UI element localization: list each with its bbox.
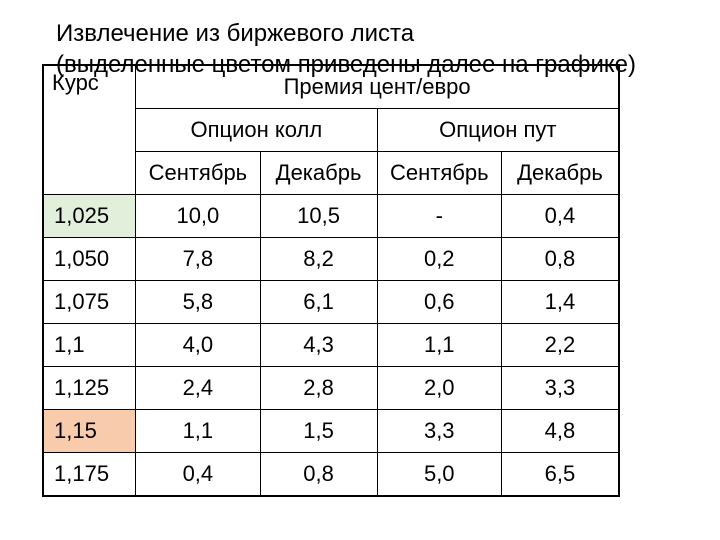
header-call-dec: Декабрь xyxy=(260,152,377,195)
value-cell: - xyxy=(377,195,501,238)
table-row: 1,0755,86,10,61,4 xyxy=(44,281,619,324)
rate-cell: 1,15 xyxy=(44,410,136,453)
table-row: 1,02510,010,5-0,4 xyxy=(44,195,619,238)
value-cell: 10,5 xyxy=(260,195,377,238)
value-cell: 2,8 xyxy=(260,367,377,410)
header-premium: Премия цент/евро xyxy=(136,66,619,109)
value-cell: 1,1 xyxy=(136,410,260,453)
rate-cell: 1,025 xyxy=(44,195,136,238)
value-cell: 3,3 xyxy=(501,367,618,410)
table-row: 1,1252,42,82,03,3 xyxy=(44,367,619,410)
value-cell: 2,4 xyxy=(136,367,260,410)
value-cell: 2,2 xyxy=(501,324,618,367)
header-call: Опцион колл xyxy=(136,109,377,152)
table-row: 1,1750,40,85,06,5 xyxy=(44,453,619,496)
value-cell: 1,5 xyxy=(260,410,377,453)
value-cell: 2,0 xyxy=(377,367,501,410)
value-cell: 3,3 xyxy=(377,410,501,453)
value-cell: 4,3 xyxy=(260,324,377,367)
value-cell: 4,0 xyxy=(136,324,260,367)
value-cell: 5,8 xyxy=(136,281,260,324)
value-cell: 0,4 xyxy=(136,453,260,496)
header-call-sept: Сентябрь xyxy=(136,152,260,195)
value-cell: 0,8 xyxy=(501,238,618,281)
header-put-sept: Сентябрь xyxy=(377,152,501,195)
value-cell: 4,8 xyxy=(501,410,618,453)
table-row: 1,0507,88,20,20,8 xyxy=(44,238,619,281)
value-cell: 0,8 xyxy=(260,453,377,496)
rate-cell: 1,050 xyxy=(44,238,136,281)
rate-cell: 1,175 xyxy=(44,453,136,496)
premium-table: Курс Премия цент/евро Опцион колл Опцион… xyxy=(42,64,620,497)
table-body: 1,02510,010,5-0,41,0507,88,20,20,81,0755… xyxy=(44,195,619,496)
title-line-1: Извлечение из биржевого листа xyxy=(56,18,686,49)
table-row: 1,14,04,31,12,2 xyxy=(44,324,619,367)
value-cell: 7,8 xyxy=(136,238,260,281)
header-put: Опцион пут xyxy=(377,109,618,152)
rate-cell: 1,125 xyxy=(44,367,136,410)
rate-cell: 1,1 xyxy=(44,324,136,367)
value-cell: 5,0 xyxy=(377,453,501,496)
table-row: 1,151,11,53,34,8 xyxy=(44,410,619,453)
rate-cell: 1,075 xyxy=(44,281,136,324)
value-cell: 8,2 xyxy=(260,238,377,281)
value-cell: 10,0 xyxy=(136,195,260,238)
value-cell: 6,5 xyxy=(501,453,618,496)
value-cell: 0,6 xyxy=(377,281,501,324)
value-cell: 0,4 xyxy=(501,195,618,238)
value-cell: 0,2 xyxy=(377,238,501,281)
header-put-dec: Декабрь xyxy=(501,152,618,195)
value-cell: 1,4 xyxy=(501,281,618,324)
value-cell: 1,1 xyxy=(377,324,501,367)
header-rate: Курс xyxy=(44,66,136,195)
value-cell: 6,1 xyxy=(260,281,377,324)
